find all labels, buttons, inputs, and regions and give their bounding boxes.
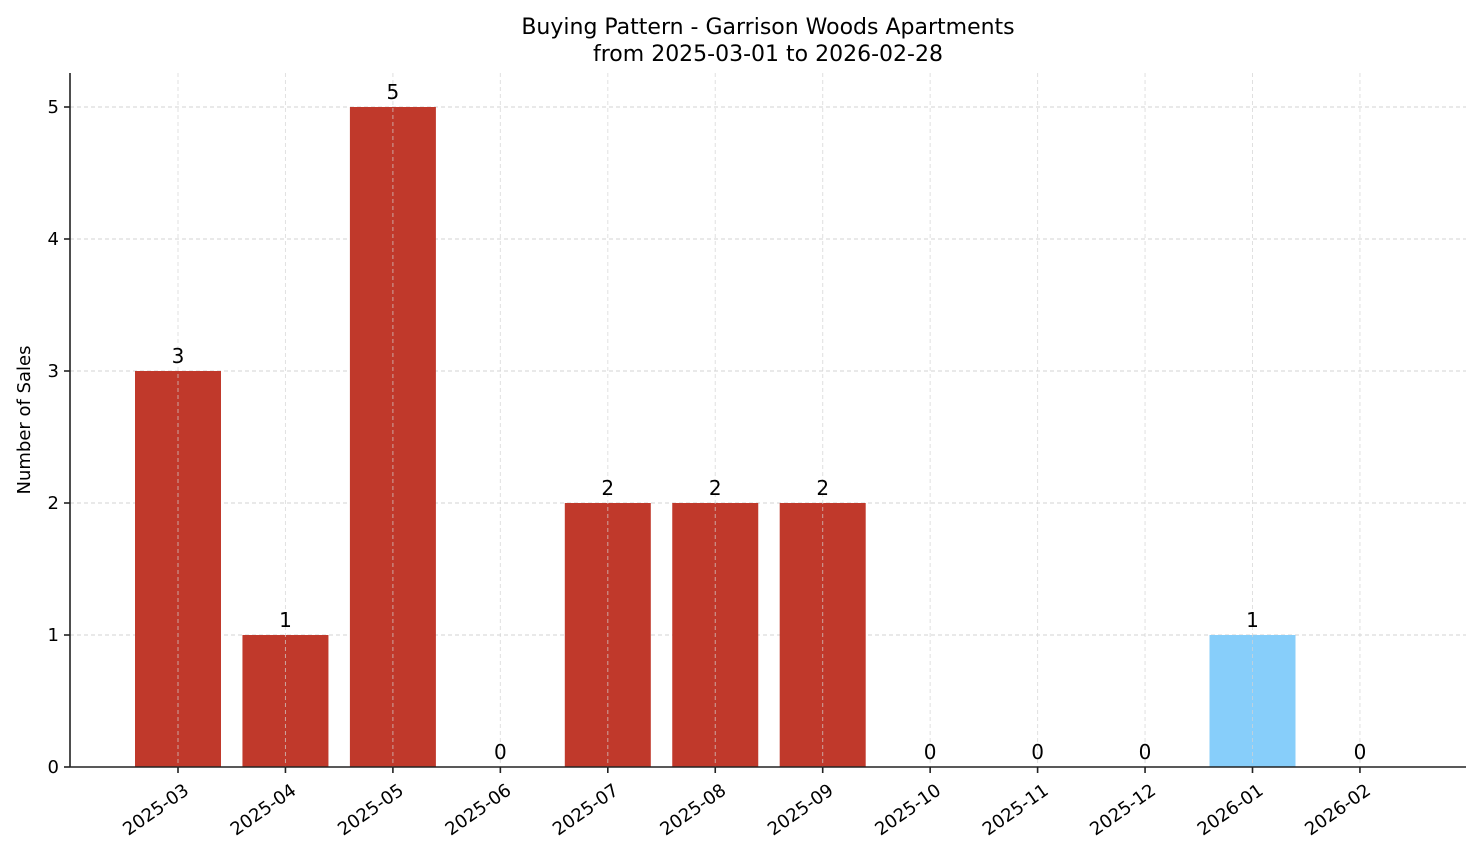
bar-value-label: 2: [601, 476, 614, 500]
y-axis-ticks: 0 1 2 3 4 5: [48, 97, 70, 778]
x-axis-ticks: 2025-03 2025-04 2025-05 2025-06 2025-07 2025-…: [119, 767, 1375, 840]
x-tick-label: 2025-06: [442, 780, 516, 840]
bar-value-label: 1: [1246, 608, 1259, 632]
y-tick-label: 3: [48, 361, 59, 382]
bar-value-label: 0: [924, 740, 937, 764]
y-tick-label: 0: [48, 757, 59, 778]
grid-lines: [70, 106, 1466, 636]
x-tick-label: 2025-03: [119, 780, 193, 840]
x-tick-label: 2025-05: [334, 780, 408, 840]
y-axis-label: Number of Sales: [14, 345, 35, 494]
y-tick-label: 5: [48, 97, 59, 118]
x-tick-label: 2025-11: [979, 780, 1053, 840]
bar-value-label: 0: [1031, 740, 1044, 764]
x-tick-label: 2025-10: [871, 780, 945, 840]
bar-value-label: 2: [816, 476, 829, 500]
y-tick-label: 4: [48, 229, 59, 250]
x-tick-label: 2025-09: [764, 780, 838, 840]
x-tick-label: 2026-02: [1301, 780, 1375, 840]
x-tick-label: 2026-01: [1194, 780, 1268, 840]
vertical-grid-overlay: [177, 73, 1361, 767]
x-tick-label: 2025-04: [227, 780, 301, 840]
bar-value-label: 0: [1354, 740, 1367, 764]
chart-subtitle: from 2025-03-01 to 2026-02-28: [593, 42, 943, 67]
bar-value-label: 3: [172, 344, 185, 368]
y-tick-label: 1: [48, 625, 59, 646]
bar-value-label: 0: [1139, 740, 1152, 764]
x-tick-label: 2025-07: [549, 780, 623, 840]
bar-value-label: 1: [279, 608, 292, 632]
bar-value-label: 0: [494, 740, 507, 764]
x-tick-label: 2025-12: [1086, 780, 1160, 840]
bar-value-label: 5: [387, 80, 400, 104]
chart-title: Buying Pattern - Garrison Woods Apartmen…: [521, 15, 1014, 40]
bar-value-label: 2: [709, 476, 722, 500]
bar-value-labels: 3 1 5 0 2 2 2 0 0 0 1 0: [172, 80, 1367, 764]
y-tick-label: 2: [48, 493, 59, 514]
x-tick-label: 2025-08: [656, 780, 730, 840]
